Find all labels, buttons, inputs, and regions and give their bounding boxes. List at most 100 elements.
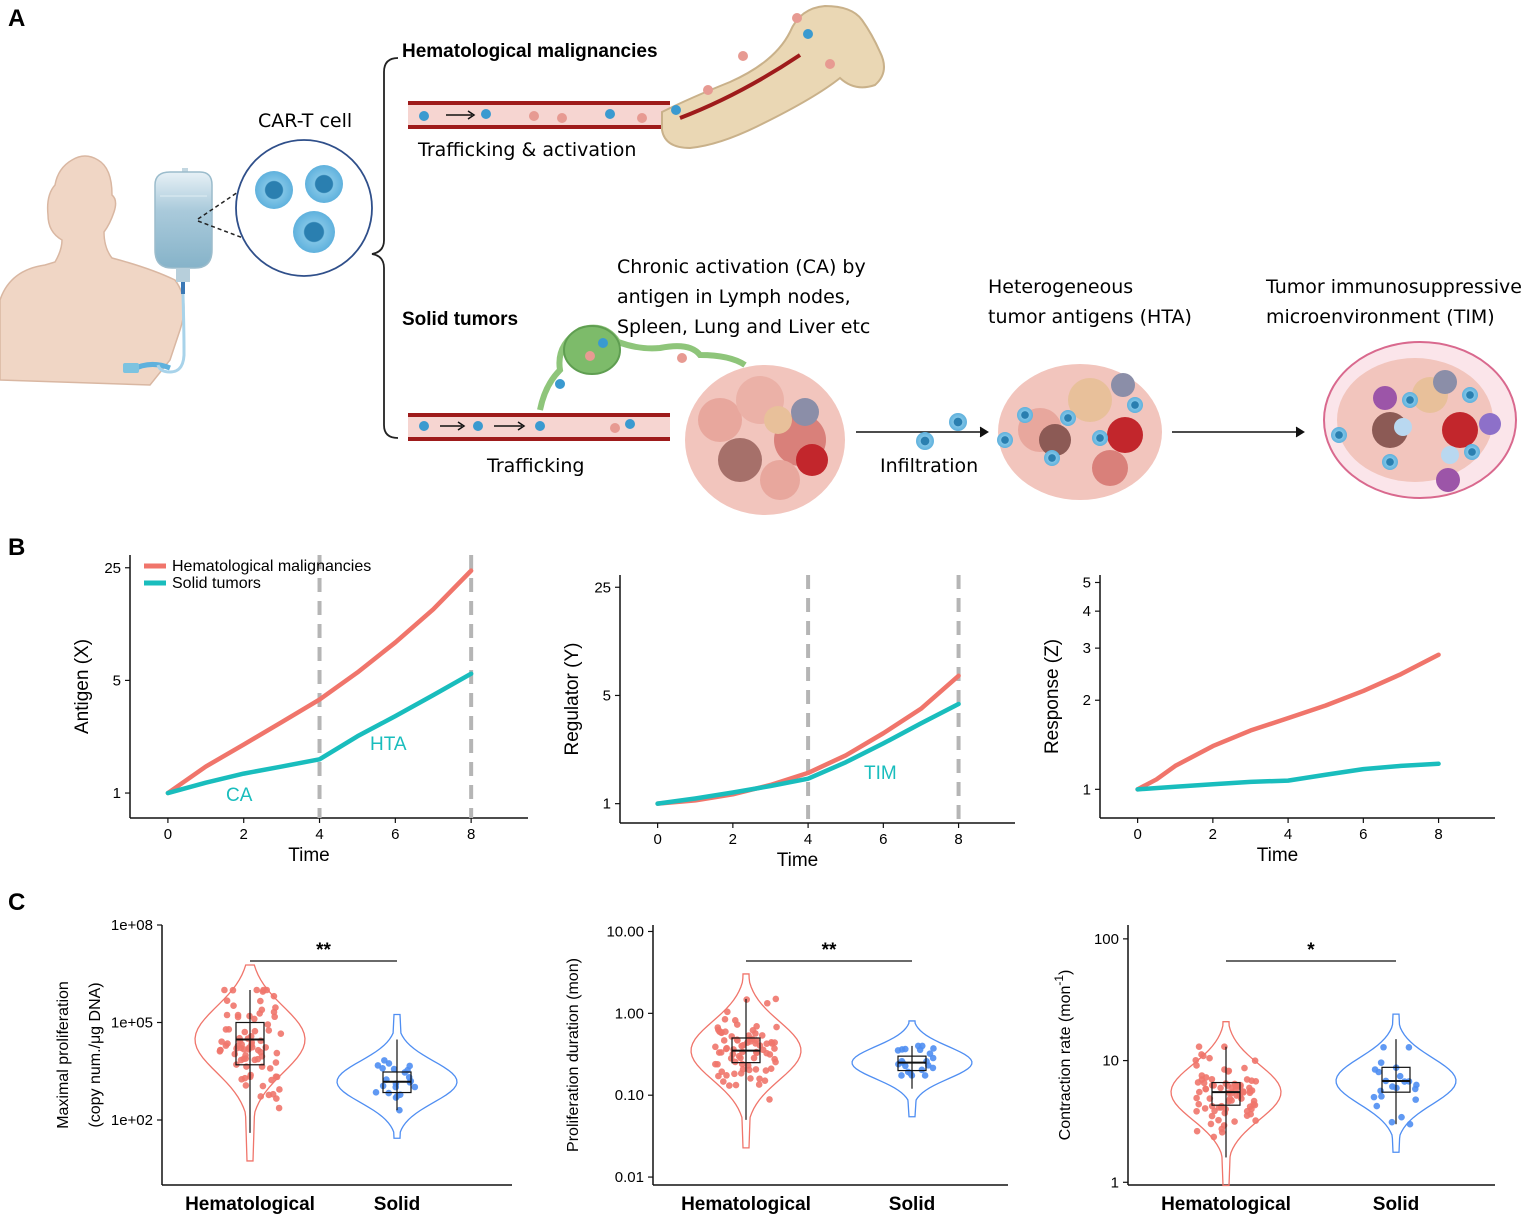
series-line-solid <box>1135 761 1441 792</box>
data-point <box>264 1021 272 1028</box>
data-point <box>1200 1079 1208 1087</box>
data-point <box>385 1060 393 1067</box>
data-point <box>1221 1043 1228 1051</box>
data-point <box>1207 1120 1215 1128</box>
data-point <box>1247 1110 1254 1118</box>
box-iqr <box>1381 1066 1411 1093</box>
data-point <box>763 999 771 1007</box>
data-point <box>722 1028 729 1036</box>
panel-label-b: B <box>8 534 25 561</box>
data-point <box>766 1051 774 1058</box>
data-point <box>921 1072 929 1079</box>
data-point <box>237 1056 245 1064</box>
data-point <box>716 1028 723 1035</box>
data-points-solid <box>1370 1043 1420 1128</box>
y-axis-title: Regulator (Y) <box>562 643 583 756</box>
data-point <box>738 1060 746 1068</box>
data-point <box>1396 1072 1404 1080</box>
data-point <box>1238 1095 1245 1102</box>
data-point <box>1248 1087 1256 1094</box>
data-point <box>1233 1092 1240 1099</box>
data-point <box>750 1054 758 1062</box>
data-point <box>1389 1083 1396 1090</box>
y-axis-title-sup: -1 <box>1052 975 1066 986</box>
data-point <box>253 986 261 994</box>
data-point <box>763 1040 770 1047</box>
data-point <box>1412 1096 1419 1103</box>
data-point <box>726 1082 733 1089</box>
line-chart-3: 0 2 4 6 8 1 2 3 4 5 Time Response (Z) <box>1042 574 1495 866</box>
x-tick-label: 0 <box>653 831 661 848</box>
data-point <box>746 1066 753 1074</box>
bone-marrow-illustration <box>661 4 885 150</box>
data-point <box>732 1081 740 1089</box>
x-tick-label: 4 <box>315 826 323 843</box>
data-point <box>406 1062 413 1070</box>
x-tick-label: 8 <box>1434 826 1442 843</box>
data-point <box>234 1011 242 1019</box>
data-point <box>396 1106 403 1114</box>
violin-chart-1: 1e+02 1e+05 1e+08 Maximal proliferation (cop… <box>55 917 512 1215</box>
series-line-hematological <box>1135 652 1441 792</box>
data-point <box>390 1065 398 1073</box>
data-point <box>1373 1102 1381 1110</box>
patient-illustration <box>0 155 185 386</box>
data-point <box>266 1065 274 1072</box>
data-point <box>739 1066 747 1073</box>
data-point <box>257 997 264 1005</box>
data-point <box>1193 1107 1200 1115</box>
data-points-solid <box>894 1042 937 1079</box>
iv-bag-illustration <box>154 168 276 374</box>
tim-line-1: Tumor immunosuppressive <box>1265 276 1522 298</box>
annotation-label: CA <box>226 785 253 806</box>
x-tick-label: 0 <box>1133 826 1141 843</box>
data-point <box>717 1049 725 1056</box>
data-point <box>224 1040 231 1047</box>
y-tick-label: 1 <box>113 785 121 802</box>
data-point <box>1210 1133 1218 1141</box>
y-axis-title: Contraction rate (mon-1) <box>1052 970 1074 1141</box>
annotation-label: TIM <box>864 763 897 784</box>
data-point <box>740 1041 747 1049</box>
data-point <box>1405 1044 1413 1051</box>
y-tick-label: 10.00 <box>606 923 644 940</box>
y-tick-label: 3 <box>1083 640 1091 657</box>
y-tick-label: 2 <box>1083 692 1091 709</box>
data-point <box>251 1027 259 1035</box>
data-point <box>273 1095 280 1102</box>
violin-outline-solid <box>851 1020 973 1118</box>
data-point <box>723 1072 730 1079</box>
data-point <box>1251 1057 1259 1064</box>
data-point <box>231 1050 239 1058</box>
data-point <box>254 1055 262 1063</box>
data-point <box>1388 1118 1396 1126</box>
data-point <box>772 995 780 1003</box>
data-point <box>929 1064 937 1072</box>
hta-line-2: tumor antigens (HTA) <box>988 306 1192 328</box>
x-tick-label: 2 <box>1209 826 1217 843</box>
data-point <box>1226 1095 1234 1102</box>
data-point <box>372 1089 380 1096</box>
data-point <box>1211 1107 1218 1115</box>
data-point <box>381 1057 388 1064</box>
category-label: Solid <box>889 1194 935 1215</box>
violin-chart-2: 0.01 0.10 1.00 10.00 Proliferation duration … <box>565 923 1008 1215</box>
box-iqr <box>1211 1081 1241 1106</box>
data-point <box>1243 1076 1251 1083</box>
line-chart-2: 0 2 4 6 8 1 5 25 Time Regulator (Y) TIM <box>562 575 1015 871</box>
data-point <box>758 1032 766 1039</box>
y-tick-label: 100 <box>1094 931 1119 948</box>
y-tick-label: 5 <box>603 687 611 704</box>
data-point <box>256 1010 263 1017</box>
data-point <box>1370 1093 1378 1101</box>
data-point <box>771 1055 778 1063</box>
data-point <box>755 1081 763 1088</box>
data-point <box>1398 1113 1405 1121</box>
data-point <box>724 1008 731 1016</box>
data-point <box>257 1048 264 1056</box>
category-label: Hematological <box>185 1194 315 1215</box>
data-point <box>727 1055 735 1062</box>
data-point <box>251 1015 258 1023</box>
significance-label: * <box>1307 940 1315 961</box>
y-tick-label: 5 <box>1083 574 1091 591</box>
